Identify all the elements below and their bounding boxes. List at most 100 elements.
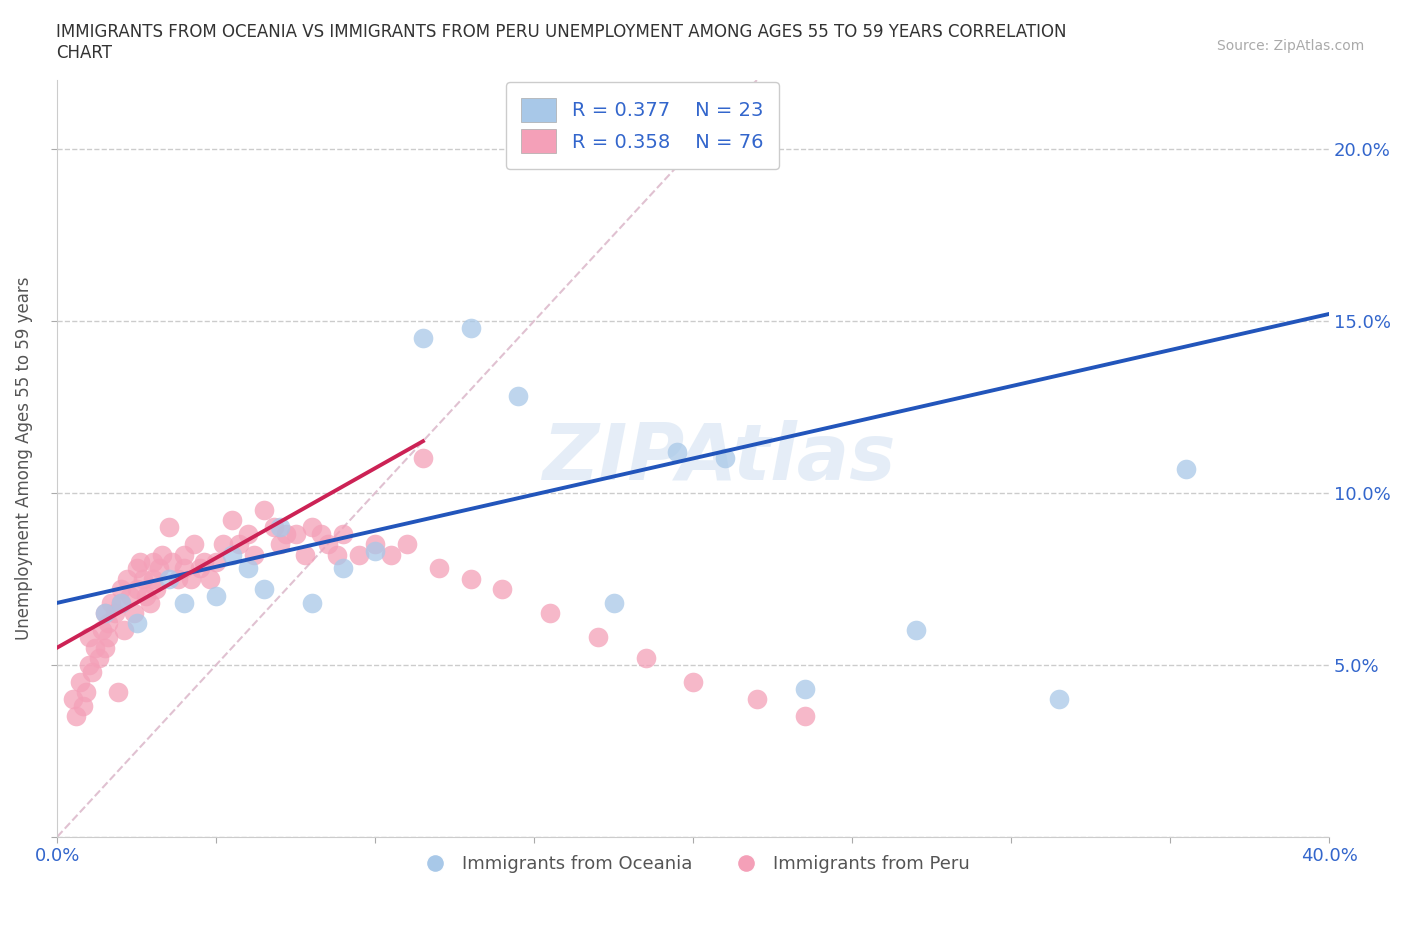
Point — [228, 537, 250, 551]
Text: IMMIGRANTS FROM OCEANIA VS IMMIGRANTS FROM PERU UNEMPLOYMENT AMONG AGES 55 TO 59: IMMIGRANTS FROM OCEANIA VS IMMIGRANTS FR… — [56, 23, 1067, 62]
Point — [125, 616, 148, 631]
Point — [508, 389, 530, 404]
Point — [269, 520, 291, 535]
Point — [180, 571, 202, 586]
Point — [82, 664, 104, 679]
Point — [412, 330, 434, 345]
Point — [253, 581, 276, 596]
Point — [94, 605, 117, 620]
Point — [460, 571, 482, 586]
Point — [94, 605, 117, 620]
Point — [396, 537, 419, 551]
Point — [682, 674, 704, 689]
Point — [793, 709, 815, 724]
Point — [173, 561, 195, 576]
Point — [142, 554, 165, 569]
Point — [603, 595, 626, 610]
Point — [301, 595, 323, 610]
Point — [309, 526, 332, 541]
Point — [87, 650, 110, 665]
Point — [332, 561, 354, 576]
Point — [236, 526, 259, 541]
Point — [150, 547, 173, 562]
Point — [253, 502, 276, 517]
Point — [745, 692, 768, 707]
Point — [173, 595, 195, 610]
Point — [112, 623, 135, 638]
Point — [586, 630, 609, 644]
Point — [221, 547, 243, 562]
Point — [125, 561, 148, 576]
Point — [634, 650, 657, 665]
Point — [160, 554, 183, 569]
Point — [84, 640, 107, 655]
Point — [193, 554, 215, 569]
Point — [198, 571, 221, 586]
Point — [110, 595, 132, 610]
Point — [538, 605, 561, 620]
Point — [714, 451, 737, 466]
Point — [666, 445, 689, 459]
Text: Source: ZipAtlas.com: Source: ZipAtlas.com — [1216, 39, 1364, 53]
Point — [97, 616, 120, 631]
Point — [380, 547, 402, 562]
Point — [90, 623, 112, 638]
Point — [205, 589, 228, 604]
Point — [100, 595, 122, 610]
Point — [904, 623, 927, 638]
Point — [157, 520, 180, 535]
Point — [167, 571, 190, 586]
Point — [412, 451, 434, 466]
Point — [77, 658, 100, 672]
Point — [427, 561, 450, 576]
Point — [148, 561, 170, 576]
Point — [269, 537, 291, 551]
Point — [276, 526, 298, 541]
Point — [125, 581, 148, 596]
Point — [122, 605, 145, 620]
Point — [190, 561, 212, 576]
Point — [135, 589, 157, 604]
Point — [294, 547, 316, 562]
Point — [364, 537, 387, 551]
Point — [236, 561, 259, 576]
Point — [332, 526, 354, 541]
Point — [77, 630, 100, 644]
Point — [75, 684, 97, 699]
Point — [301, 520, 323, 535]
Point — [326, 547, 349, 562]
Point — [183, 537, 205, 551]
Point — [97, 630, 120, 644]
Point — [72, 698, 94, 713]
Point — [205, 554, 228, 569]
Point — [103, 605, 125, 620]
Point — [110, 581, 132, 596]
Point — [793, 682, 815, 697]
Point — [94, 640, 117, 655]
Point — [132, 571, 155, 586]
Point — [120, 589, 142, 604]
Point — [243, 547, 266, 562]
Legend: Immigrants from Oceania, Immigrants from Peru: Immigrants from Oceania, Immigrants from… — [409, 848, 977, 881]
Point — [1047, 692, 1070, 707]
Point — [117, 571, 139, 586]
Point — [62, 692, 84, 707]
Point — [173, 547, 195, 562]
Point — [1175, 461, 1198, 476]
Point — [129, 554, 152, 569]
Point — [145, 581, 167, 596]
Point — [138, 595, 160, 610]
Point — [491, 581, 513, 596]
Point — [211, 537, 233, 551]
Point — [157, 571, 180, 586]
Point — [263, 520, 285, 535]
Text: ZIPAtlas: ZIPAtlas — [541, 420, 896, 497]
Y-axis label: Unemployment Among Ages 55 to 59 years: Unemployment Among Ages 55 to 59 years — [15, 276, 32, 640]
Point — [364, 544, 387, 559]
Point — [316, 537, 339, 551]
Point — [221, 512, 243, 527]
Point — [69, 674, 91, 689]
Point — [142, 571, 165, 586]
Point — [460, 320, 482, 335]
Point — [110, 595, 132, 610]
